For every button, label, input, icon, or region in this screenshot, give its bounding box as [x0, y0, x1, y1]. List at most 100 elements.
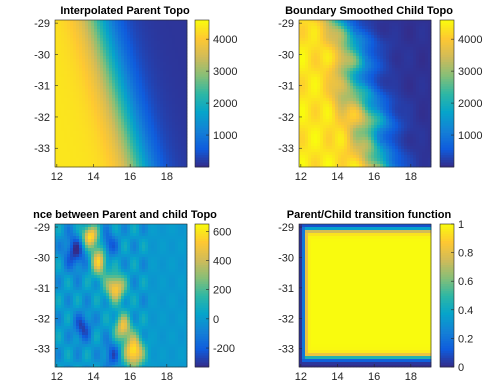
- heatmap-cell: [401, 89, 405, 93]
- heatmap-cell: [317, 83, 321, 87]
- heatmap-cell: [335, 62, 339, 66]
- heatmap-cell: [314, 116, 318, 120]
- y-tick-label: -32: [34, 112, 50, 124]
- heatmap-cell: [142, 227, 146, 231]
- heatmap-cell: [154, 110, 158, 114]
- heatmap-cell: [85, 71, 89, 75]
- heatmap-cell: [377, 80, 381, 84]
- heatmap-cell: [413, 155, 417, 159]
- heatmap-cell: [79, 125, 83, 129]
- heatmap-cell: [326, 68, 330, 72]
- heatmap-cell: [112, 86, 116, 90]
- heatmap-cell: [362, 134, 366, 138]
- heatmap-cell: [401, 164, 405, 168]
- heatmap-cell: [79, 53, 83, 57]
- heatmap-cell: [139, 149, 143, 153]
- heatmap-cell: [175, 74, 179, 78]
- heatmap-cell: [341, 119, 345, 123]
- heatmap-cell: [109, 119, 113, 123]
- heatmap-cell: [181, 89, 185, 93]
- heatmap-cell: [353, 47, 357, 51]
- heatmap-cell: [70, 140, 74, 144]
- heatmap-cell: [115, 137, 119, 141]
- heatmap-cell: [356, 143, 360, 147]
- colorbar-segment: [195, 66, 209, 70]
- heatmap-cell: [329, 47, 333, 51]
- x-tick-label: 14: [87, 171, 99, 183]
- heatmap-cell: [136, 23, 140, 27]
- heatmap-cell: [142, 110, 146, 114]
- heatmap-cell: [64, 92, 68, 96]
- heatmap-cell: [139, 161, 143, 165]
- heatmap-cell: [389, 56, 393, 60]
- heatmap-cell: [55, 257, 59, 261]
- heatmap-cell: [350, 50, 354, 54]
- heatmap-cell: [160, 134, 164, 138]
- heatmap-cell: [416, 128, 420, 132]
- heatmap-cell: [166, 41, 170, 45]
- heatmap-cell: [139, 26, 143, 30]
- heatmap-cell: [142, 74, 146, 78]
- heatmap-cell: [341, 59, 345, 63]
- heatmap-cell: [398, 56, 402, 60]
- heatmap-cell: [97, 122, 101, 126]
- heatmap-cell: [133, 83, 137, 87]
- heatmap-cell: [413, 86, 417, 90]
- heatmap-cell: [425, 146, 429, 150]
- heatmap-cell: [359, 47, 363, 51]
- heatmap-cell: [356, 122, 360, 126]
- heatmap-cell: [365, 65, 369, 69]
- heatmap-cell: [404, 158, 408, 162]
- heatmap-cell: [184, 32, 188, 36]
- heatmap-cell: [353, 116, 357, 120]
- heatmap-cell: [163, 128, 167, 132]
- heatmap-cell: [326, 35, 330, 39]
- heatmap-cell: [419, 113, 423, 117]
- heatmap-cell: [184, 23, 188, 27]
- heatmap-cell: [82, 158, 86, 162]
- heatmap-cell: [118, 59, 122, 63]
- heatmap-cell: [79, 101, 83, 105]
- heatmap-cell: [350, 104, 354, 108]
- heatmap-cell: [320, 53, 324, 57]
- heatmap-cell: [106, 158, 110, 162]
- heatmap-cell: [103, 29, 107, 33]
- heatmap-cell: [76, 29, 80, 33]
- heatmap-cell: [82, 254, 86, 258]
- heatmap-cell: [329, 38, 333, 42]
- heatmap-cell: [419, 128, 423, 132]
- heatmap-cell: [109, 158, 113, 162]
- heatmap-cell: [55, 83, 59, 87]
- heatmap-cell: [121, 62, 125, 66]
- heatmap-cell: [389, 104, 393, 108]
- heatmap-cell: [410, 137, 414, 141]
- heatmap-cell: [97, 41, 101, 45]
- heatmap-cell: [85, 155, 89, 159]
- heatmap-cell: [305, 32, 309, 36]
- heatmap-cell: [329, 131, 333, 135]
- heatmap-cell: [124, 53, 128, 57]
- heatmap-cell: [350, 131, 354, 135]
- heatmap-cell: [58, 29, 62, 33]
- heatmap-cell: [169, 89, 173, 93]
- heatmap-cell: [109, 29, 113, 33]
- heatmap-cell: [308, 119, 312, 123]
- heatmap-cell: [305, 26, 309, 30]
- heatmap-cell: [398, 53, 402, 57]
- heatmap-cell: [160, 245, 164, 249]
- colorbar-segment: [440, 130, 454, 134]
- heatmap-cell: [172, 122, 176, 126]
- heatmap-cell: [79, 38, 83, 42]
- heatmap-cell: [103, 74, 107, 78]
- heatmap-cell: [166, 158, 170, 162]
- heatmap-cell: [329, 149, 333, 153]
- heatmap-cell: [157, 86, 161, 90]
- heatmap-cell: [326, 152, 330, 156]
- heatmap-cell: [380, 137, 384, 141]
- heatmap-cell: [407, 74, 411, 78]
- heatmap-cell: [425, 110, 429, 114]
- heatmap-cell: [100, 98, 104, 102]
- heatmap-cell: [178, 56, 182, 60]
- heatmap-cell: [308, 44, 312, 48]
- heatmap-cell: [82, 23, 86, 27]
